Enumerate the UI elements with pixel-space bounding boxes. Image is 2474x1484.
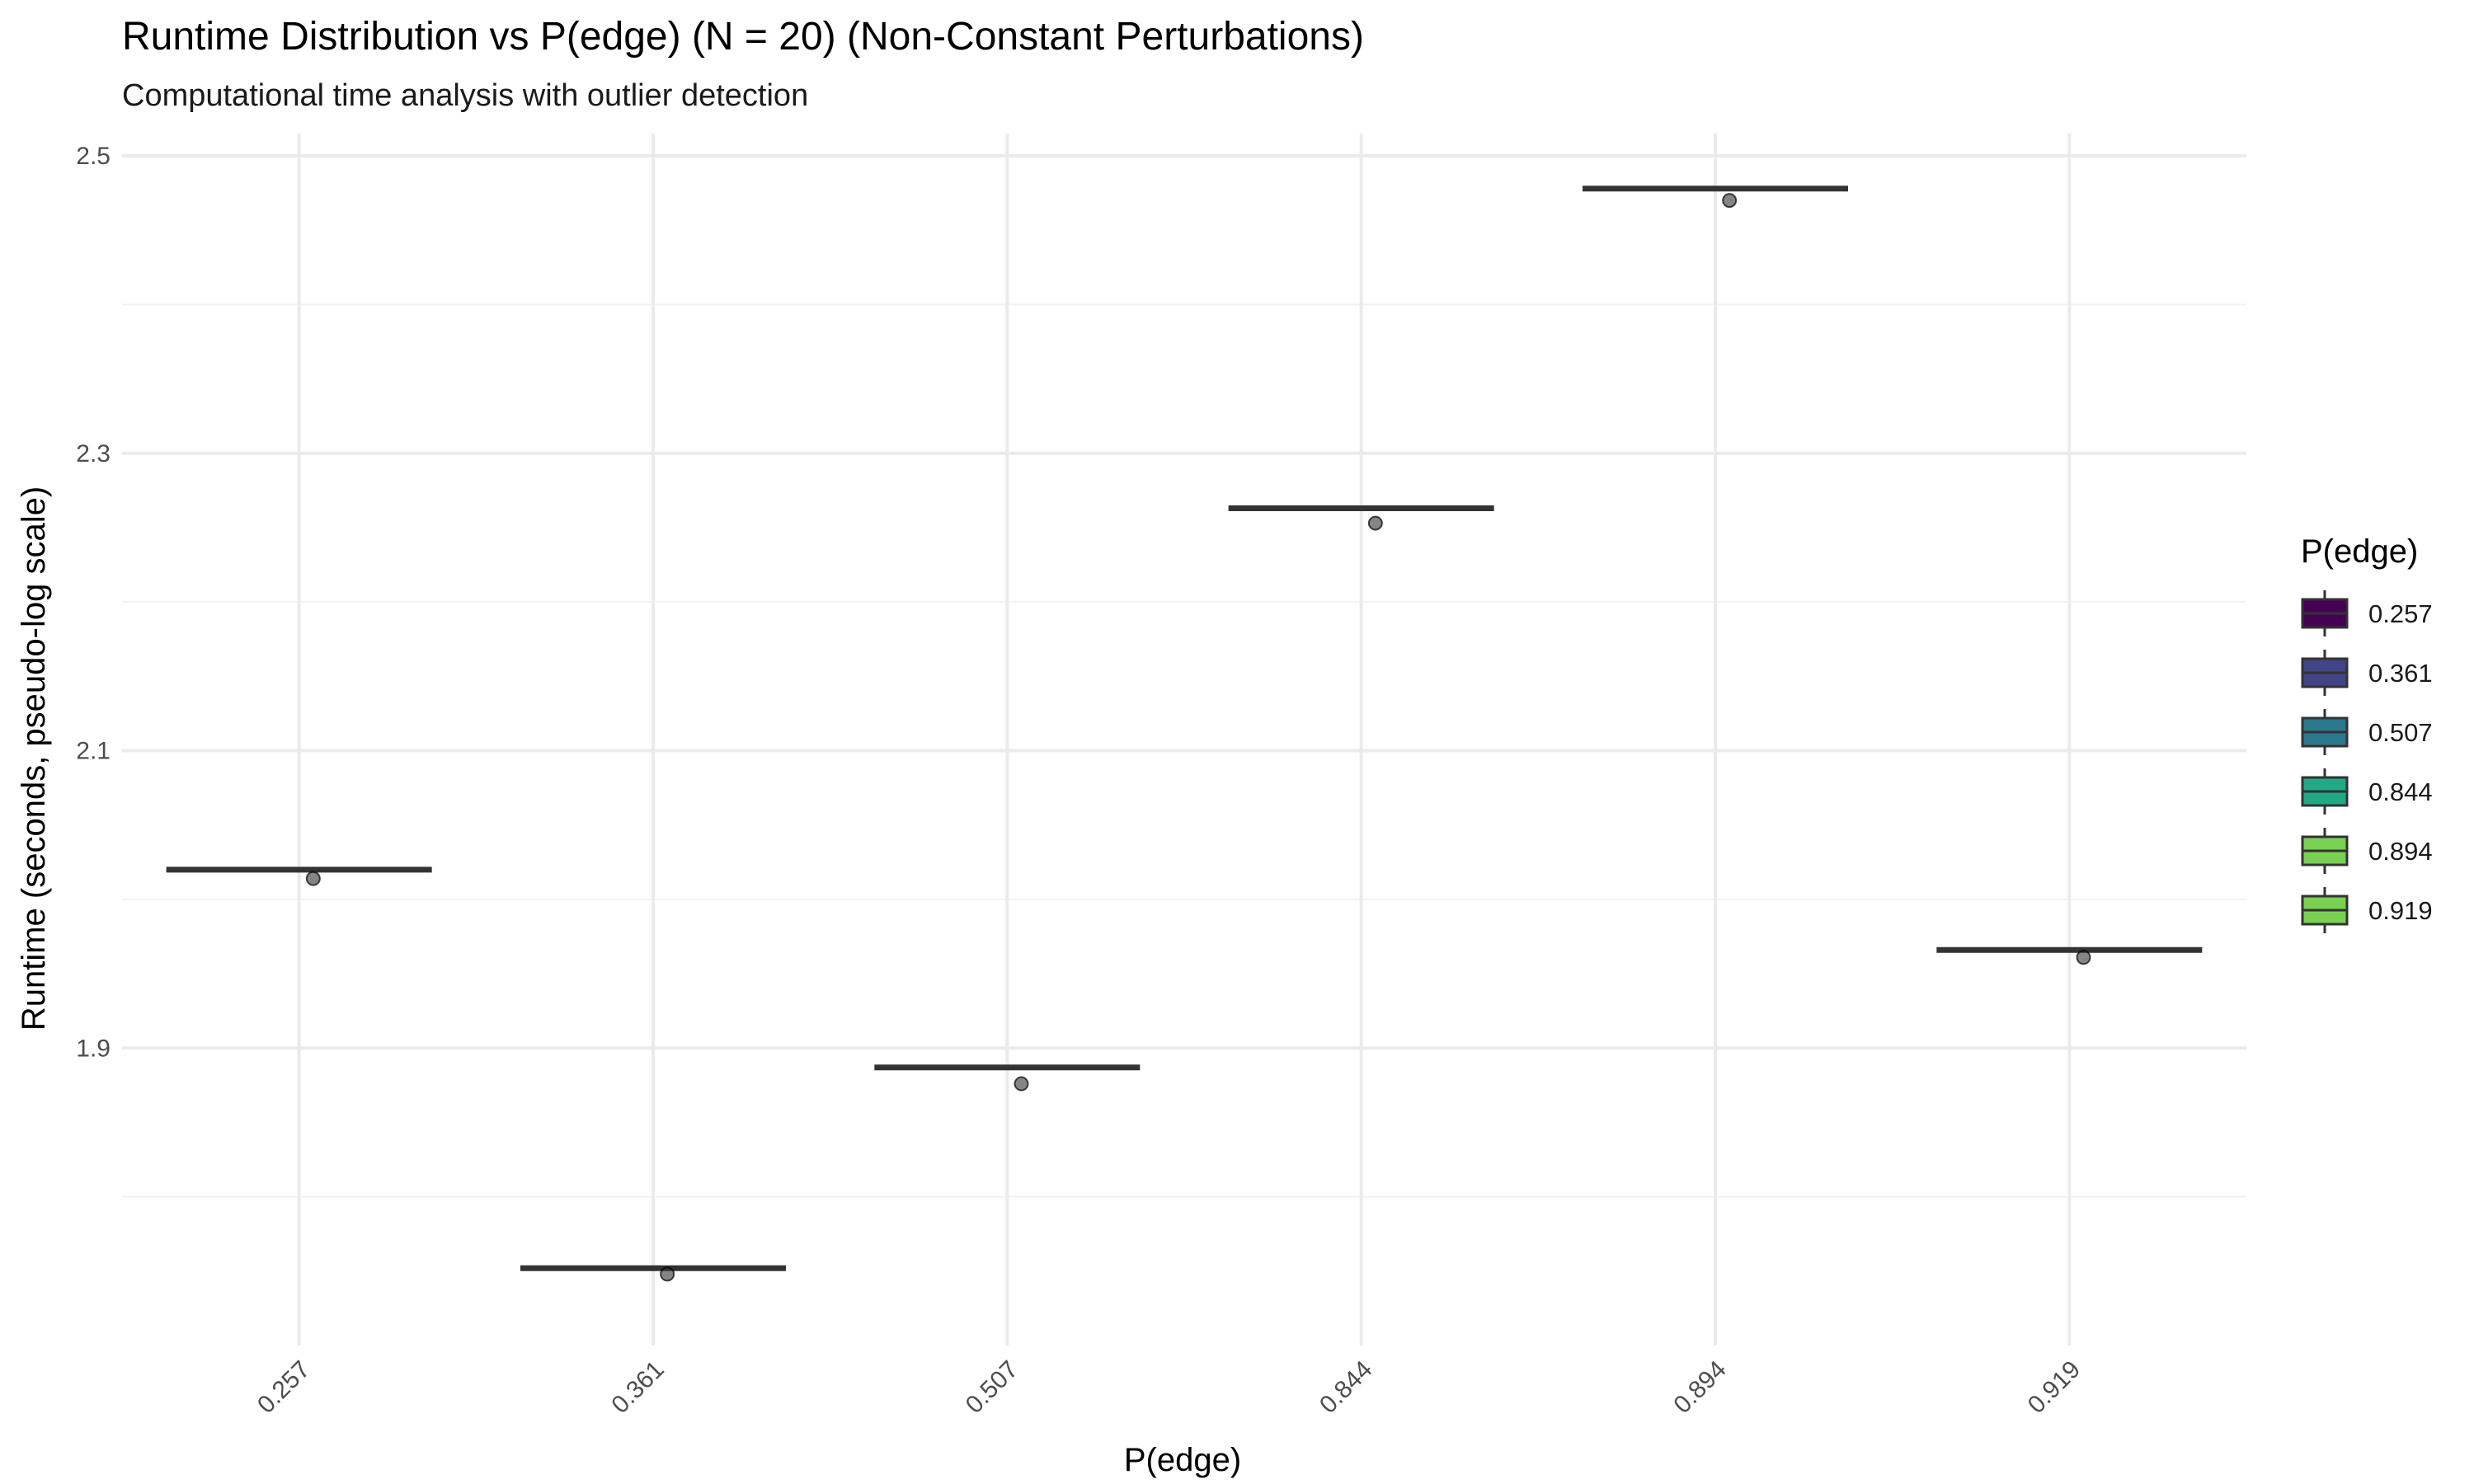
chart-subtitle: Computational time analysis with outlier… (122, 78, 808, 113)
data-point (1014, 1076, 1029, 1092)
legend-label: 0.361 (2368, 659, 2433, 688)
x-tick-label: 0.844 (1315, 1355, 1377, 1418)
legend-item: 0.894 (2301, 828, 2433, 874)
y-axis-title: Runtime (seconds, pseudo-log scale) (16, 486, 52, 1031)
legend-item: 0.361 (2301, 650, 2433, 696)
data-points (305, 193, 2091, 1282)
data-point (2076, 950, 2091, 965)
y-tick-label: 1.9 (76, 1035, 111, 1062)
y-tick-label: 2.1 (76, 738, 111, 765)
y-tick-label: 2.3 (76, 440, 111, 467)
x-axis-title: P(edge) (1124, 1442, 1241, 1478)
y-tick-label: 2.5 (76, 143, 111, 170)
legend-label: 0.894 (2368, 837, 2433, 866)
legend: P(edge) 0.257 0.361 0.507 0.844 0.894 0.919 (2301, 533, 2433, 933)
legend-item: 0.257 (2301, 590, 2433, 636)
data-point (1367, 515, 1383, 531)
data-point (1722, 193, 1738, 209)
legend-keys: 0.257 0.361 0.507 0.844 0.894 0.919 (2301, 590, 2433, 933)
x-tick-label: 0.507 (961, 1355, 1023, 1418)
legend-item: 0.507 (2301, 709, 2433, 755)
chart-title: Runtime Distribution vs P(edge) (N = 20)… (122, 15, 1364, 59)
legend-label: 0.257 (2368, 599, 2433, 628)
legend-item: 0.844 (2301, 768, 2433, 815)
legend-item: 0.919 (2301, 887, 2433, 933)
legend-label: 0.507 (2368, 718, 2433, 747)
legend-title: P(edge) (2301, 533, 2418, 570)
x-tick-label: 0.361 (606, 1355, 669, 1418)
gridlines (122, 134, 2246, 1345)
legend-label: 0.919 (2368, 896, 2433, 925)
data-point (660, 1266, 675, 1282)
x-tick-label: 0.257 (252, 1355, 315, 1418)
x-tick-labels: 0.257 0.361 0.507 0.844 0.894 0.919 (252, 1355, 2086, 1418)
legend-label: 0.844 (2368, 777, 2433, 806)
x-tick-label: 0.919 (2023, 1355, 2086, 1418)
median-lines (166, 186, 2203, 1271)
data-point (305, 871, 321, 886)
x-tick-label: 0.894 (1668, 1355, 1731, 1418)
y-tick-labels: 1.9 2.1 2.3 2.5 (76, 143, 111, 1062)
